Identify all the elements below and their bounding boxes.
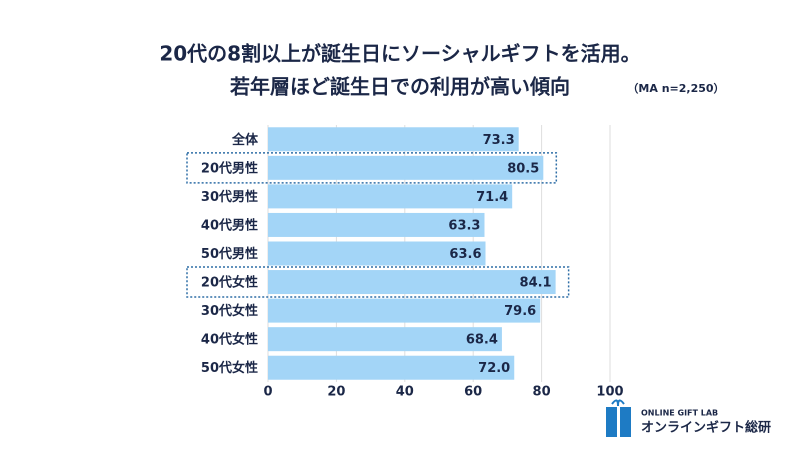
bar bbox=[268, 241, 486, 266]
highlight-box bbox=[186, 152, 558, 184]
y-tick-label: 20代女性 bbox=[201, 275, 258, 291]
y-tick-label: 30代男性 bbox=[201, 189, 258, 205]
x-tick-label: 20 bbox=[327, 385, 345, 400]
bar bbox=[268, 327, 502, 352]
bar bbox=[268, 298, 541, 323]
y-tick-label: 50代男性 bbox=[201, 246, 258, 262]
value-label: 79.6 bbox=[504, 304, 536, 319]
logo-text: ONLINE GIFT LAB bbox=[641, 409, 718, 418]
bar bbox=[268, 184, 513, 209]
value-label: 73.3 bbox=[483, 133, 515, 148]
bar bbox=[268, 212, 485, 237]
note: （MA n=2,250） bbox=[627, 82, 724, 95]
y-tick-label: 20代男性 bbox=[201, 160, 258, 176]
value-label: 63.6 bbox=[449, 247, 481, 262]
bar bbox=[268, 127, 519, 152]
highlight-box bbox=[186, 266, 570, 298]
value-label: 72.0 bbox=[478, 361, 510, 376]
chart-title: 若年層ほど誕生日での利用が高い傾向 bbox=[229, 75, 570, 99]
x-tick-label: 60 bbox=[464, 385, 482, 400]
logo: ONLINE GIFT LAB オンラインギフト総研 bbox=[606, 399, 771, 437]
logo-text: オンラインギフト総研 bbox=[641, 420, 771, 436]
value-label: 71.4 bbox=[476, 190, 508, 205]
y-tick-label: 40代女性 bbox=[201, 332, 258, 348]
value-label: 80.5 bbox=[507, 161, 539, 176]
bar bbox=[268, 355, 515, 380]
x-tick-label: 100 bbox=[596, 385, 623, 400]
value-label: 68.4 bbox=[466, 333, 498, 348]
y-tick-label: 40代男性 bbox=[201, 217, 258, 233]
y-tick-label: 30代女性 bbox=[201, 303, 258, 319]
x-tick-label: 0 bbox=[263, 385, 272, 400]
y-tick-label: 全体 bbox=[231, 132, 259, 148]
bar bbox=[268, 155, 544, 180]
chart-title: 20代の8割以上が誕生日にソーシャルギフトを活用。 bbox=[159, 42, 640, 66]
x-tick-label: 80 bbox=[533, 385, 551, 400]
x-tick-label: 40 bbox=[396, 385, 414, 400]
value-label: 84.1 bbox=[520, 276, 552, 291]
bar bbox=[268, 270, 556, 295]
value-label: 63.3 bbox=[448, 218, 480, 233]
y-tick-label: 50代女性 bbox=[201, 360, 258, 376]
